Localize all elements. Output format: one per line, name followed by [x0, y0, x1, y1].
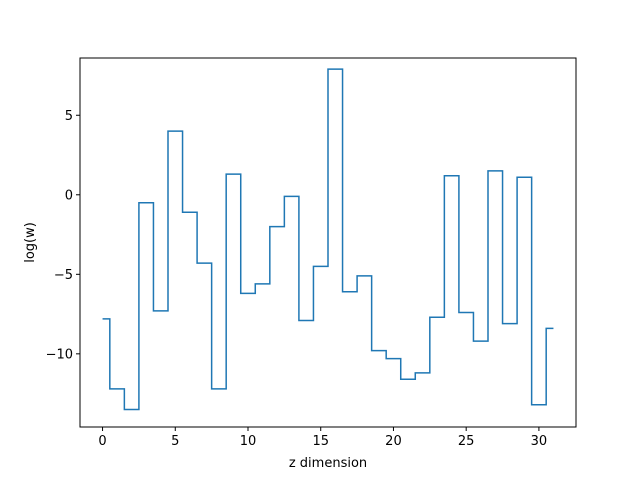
- y-tick-label: 5: [65, 109, 73, 124]
- y-tick-label: 0: [65, 188, 73, 203]
- x-axis-label: z dimension: [289, 456, 367, 471]
- x-tick-label: 10: [240, 434, 257, 449]
- axes-frame: [79, 57, 577, 428]
- y-axis-label: log(w): [23, 222, 38, 263]
- y-tick-label: −5: [54, 268, 73, 283]
- axis-ticks: 0 5 10 15 20 25 30 −10 −5 0 5: [46, 109, 548, 449]
- x-tick-label: 15: [312, 434, 329, 449]
- x-tick-label: 30: [531, 434, 548, 449]
- x-tick-label: 5: [171, 434, 179, 449]
- x-tick-label: 25: [458, 434, 475, 449]
- y-tick-label: −10: [46, 347, 73, 362]
- x-tick-label: 0: [98, 434, 106, 449]
- series-line: [102, 68, 554, 411]
- plot-area: [102, 68, 554, 411]
- x-tick-label: 20: [385, 434, 402, 449]
